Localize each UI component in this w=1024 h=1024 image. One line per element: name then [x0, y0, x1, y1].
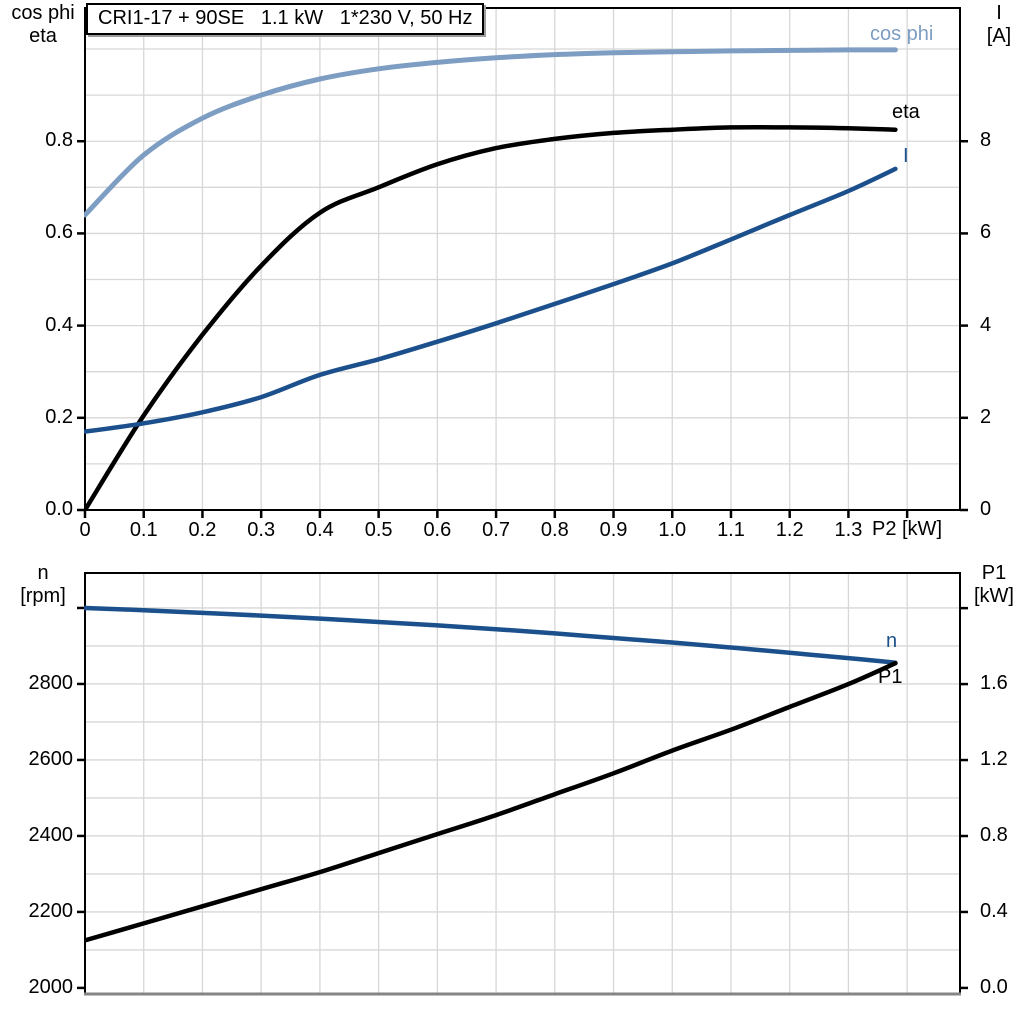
speed-curve-label: n	[886, 630, 898, 652]
left-tick-label: 2000	[28, 975, 74, 998]
x-tick-label: 1.3	[834, 519, 863, 541]
curve-n	[84, 605, 898, 665]
x-tick-label: 0.5	[364, 519, 393, 541]
p1-axis-label: P1	[981, 562, 1007, 584]
rpm-unit-label: [rpm]	[20, 585, 66, 607]
plot-frame	[84, 572, 961, 995]
left-tick-label: 0.8	[45, 129, 73, 152]
top-right-axis-title: I [A]	[976, 2, 1022, 48]
right-tick-label: 6	[980, 221, 992, 244]
curve-eta	[84, 124, 898, 511]
x-tick-label: 0.3	[247, 519, 276, 541]
top-left-axis-title: cos phi eta	[2, 2, 84, 48]
left-tick-label: 2400	[28, 823, 74, 846]
x-tick-label: 1.0	[658, 519, 687, 541]
x-tick-label: 1.2	[775, 519, 804, 541]
right-tick-label: 8	[980, 129, 992, 152]
bottom-right-axis-title: P1 [kW]	[966, 562, 1022, 608]
left-tick-label: 0.2	[45, 405, 73, 428]
right-tick-label: 1.2	[980, 748, 1008, 771]
x-tick-label: 1.1	[717, 519, 745, 541]
left-tick-label: 0.0	[45, 498, 73, 520]
curve-cos-phi	[84, 47, 898, 218]
left-tick-label: 2600	[28, 747, 74, 770]
left-tick-label: 0.6	[45, 221, 73, 244]
current-axis-label: I	[996, 2, 1002, 24]
right-tick-label: 4	[980, 313, 992, 336]
right-tick-label: 0	[980, 498, 992, 520]
p1-curve-label: P1	[878, 666, 903, 688]
x-tick-label: 0	[79, 519, 91, 541]
curve-i	[84, 166, 898, 434]
x-tick-label: 0.1	[129, 519, 158, 541]
x-tick-label: 0.7	[482, 519, 510, 541]
right-tick-label: 2	[980, 405, 992, 428]
right-tick-label: 0.4	[980, 899, 1008, 922]
x-tick-label: 0.2	[188, 519, 217, 541]
chart-bottom	[77, 572, 968, 996]
bottom-left-axis-title: n [rpm]	[4, 562, 82, 608]
x-tick-label: 0.9	[599, 519, 628, 541]
current-curve-label: I	[903, 145, 909, 167]
right-tick-label: 0.8	[980, 824, 1008, 846]
plot-frame	[84, 7, 961, 511]
left-tick-label: 2800	[28, 671, 74, 694]
chart-top	[77, 7, 968, 518]
cos-phi-axis-label: cos phi	[11, 2, 75, 24]
curve-p1	[84, 660, 898, 943]
x-axis-title: P2 [kW]	[871, 518, 942, 540]
eta-curve-label: eta	[892, 101, 920, 123]
speed-axis-label: n	[37, 562, 49, 584]
eta-axis-label: eta	[29, 25, 57, 47]
ampere-unit-label: [A]	[986, 25, 1012, 47]
left-tick-label: 0.4	[45, 313, 73, 336]
x-tick-label: 0.6	[423, 519, 452, 541]
right-tick-label: 0.0	[980, 975, 1008, 998]
left-tick-label: 2200	[28, 899, 74, 922]
kw-unit-label: [kW]	[974, 585, 1014, 607]
cos-phi-curve-label: cos phi	[870, 23, 934, 45]
chart-title-box: CRI1-17 + 90SE 1.1 kW 1*230 V, 50 Hz	[86, 3, 485, 35]
x-tick-label: 0.8	[540, 519, 569, 541]
right-tick-label: 1.6	[980, 672, 1008, 695]
x-tick-label: 0.4	[305, 519, 334, 541]
